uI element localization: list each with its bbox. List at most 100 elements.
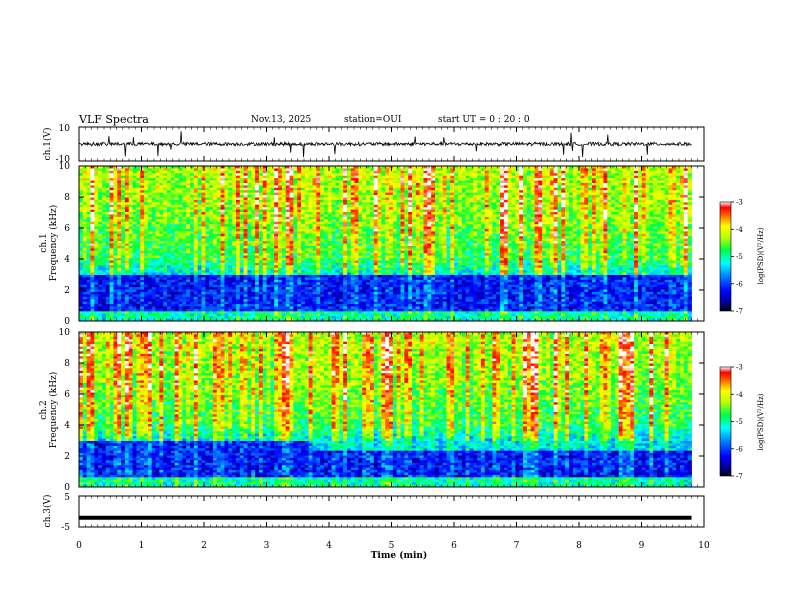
spectrogram-cell: [198, 212, 202, 215]
spectrogram-cell: [270, 287, 274, 290]
spectrogram-cell: [278, 193, 282, 196]
spectrogram-cell: [290, 263, 294, 266]
spectrogram-cell: [125, 236, 129, 239]
spectrogram-cell: [232, 205, 236, 208]
spectrogram-cell: [213, 253, 217, 256]
spectrogram-cell: [152, 270, 156, 273]
spectrogram-cell: [270, 302, 274, 305]
spectrogram-cell: [129, 202, 133, 205]
spectrogram-cell: [186, 219, 190, 222]
spectrogram-cell: [205, 217, 209, 220]
spectrogram-cell: [94, 227, 98, 230]
spectrogram-cell: [87, 302, 91, 305]
spectrogram-cell: [274, 246, 278, 249]
spectrogram-cell: [255, 316, 259, 319]
spectrogram-cell: [259, 244, 263, 247]
spectrogram-cell: [167, 219, 171, 222]
spectrogram-cell: [186, 197, 190, 200]
spectrogram-cell: [217, 282, 221, 285]
spectrogram-cell: [113, 306, 117, 309]
spectrogram-cell: [182, 219, 186, 222]
spectrogram-cell: [159, 217, 163, 220]
spectrogram-cell: [259, 229, 263, 232]
spectrogram-cell: [301, 222, 305, 225]
spectrogram-cell: [117, 294, 121, 297]
spectrogram-cell: [236, 309, 240, 312]
spectrogram-cell: [290, 277, 294, 280]
spectrogram-cell: [355, 195, 359, 198]
spectrogram-cell: [159, 246, 163, 249]
spectrogram-cell: [320, 234, 324, 237]
spectrogram-cell: [194, 234, 198, 237]
spectrogram-cell: [286, 263, 290, 266]
spectrogram-cell: [324, 285, 328, 288]
spectrogram-cell: [198, 253, 202, 256]
spectrogram-cell: [94, 280, 98, 283]
spectrogram-cell: [209, 294, 213, 297]
spectrogram-cell: [282, 210, 286, 213]
spectrogram-cell: [316, 227, 320, 230]
spectrogram-cell: [113, 185, 117, 188]
spectrogram-cell: [159, 275, 163, 278]
spectrogram-cell: [83, 277, 87, 280]
spectrogram-cell: [316, 234, 320, 237]
spectrogram-cell: [156, 178, 160, 181]
spectrogram-cell: [309, 273, 313, 276]
spectrogram-cell: [133, 207, 137, 210]
spectrogram-cell: [175, 185, 179, 188]
spectrogram-cell: [236, 275, 240, 278]
spectrogram-cell: [309, 239, 313, 242]
spectrogram-cell: [324, 222, 328, 225]
spectrogram-cell: [167, 205, 171, 208]
spectrogram-cell: [213, 294, 217, 297]
spectrogram-cell: [370, 258, 374, 261]
spectrogram-cell: [136, 290, 140, 293]
spectrogram-cell: [194, 176, 198, 179]
spectrogram-cell: [213, 193, 217, 196]
spectrogram-cell: [79, 316, 83, 319]
spectrogram-cell: [190, 287, 194, 290]
spectrogram-cell: [320, 188, 324, 191]
spectrogram-cell: [94, 214, 98, 217]
spectrogram-cell: [94, 248, 98, 251]
spectrogram-cell: [290, 306, 294, 309]
spectrogram-cell: [129, 304, 133, 307]
spectrogram-cell: [171, 183, 175, 186]
spectrogram-cell: [224, 190, 228, 193]
spectrogram-cell: [286, 316, 290, 319]
spectrogram-cell: [313, 210, 317, 213]
spectrogram-cell: [339, 173, 343, 176]
spectrogram-cell: [179, 302, 183, 305]
spectrogram-cell: [144, 205, 148, 208]
spectrogram-cell: [255, 314, 259, 317]
spectrogram-cell: [159, 253, 163, 256]
spectrogram-cell: [140, 239, 144, 242]
spectrogram-cell: [79, 273, 83, 276]
spectrogram-cell: [79, 294, 83, 297]
spectrogram-cell: [221, 227, 225, 230]
spectrogram-cell: [339, 282, 343, 285]
spectrogram-cell: [236, 210, 240, 213]
spectrogram-cell: [163, 171, 167, 174]
spectrogram-cell: [374, 280, 378, 283]
spectrogram-cell: [117, 287, 121, 290]
spectrogram-cell: [110, 248, 114, 251]
spectrogram-cell: [347, 207, 351, 210]
spectrogram-cell: [202, 294, 206, 297]
spectrogram-cell: [113, 178, 117, 181]
spectrogram-cell: [87, 311, 91, 314]
spectrogram-cell: [194, 304, 198, 307]
spectrogram-cell: [167, 275, 171, 278]
spectrogram-cell: [297, 277, 301, 280]
spectrogram-cell: [263, 224, 267, 227]
spectrogram-cell: [351, 273, 355, 276]
spectrogram-cell: [171, 294, 175, 297]
spectrogram-cell: [309, 168, 313, 171]
spectrogram-cell: [362, 263, 366, 266]
spectrogram-cell: [121, 280, 125, 283]
spectrogram-cell: [110, 176, 114, 179]
spectrogram-cell: [270, 234, 274, 237]
spectrogram-cell: [320, 314, 324, 317]
spectrogram-cell: [102, 227, 106, 230]
spectrogram-cell: [270, 241, 274, 244]
